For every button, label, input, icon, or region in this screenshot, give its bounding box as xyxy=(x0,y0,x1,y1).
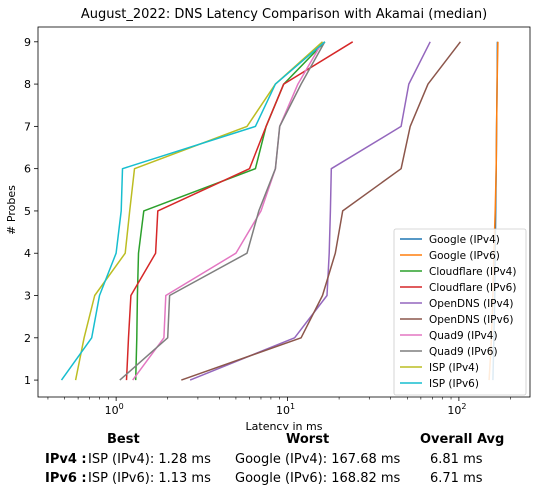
legend-label-8: ISP (IPv4) xyxy=(429,362,479,374)
x-tick-label: 100 xyxy=(105,402,124,417)
y-tick-label: 2 xyxy=(24,332,31,345)
y-axis-label: # Probes xyxy=(5,185,18,235)
legend-label-3: Cloudflare (IPv6) xyxy=(429,282,516,294)
legend-label-4: OpenDNS (IPv4) xyxy=(429,298,514,310)
plot-frame xyxy=(37,26,531,398)
y-tick-label: 5 xyxy=(24,205,31,218)
ipv4-best: ISP (IPv4): 1.28 ms xyxy=(88,452,211,467)
legend-label-0: Google (IPv4) xyxy=(429,234,500,246)
legend-label-7: Quad9 (IPv6) xyxy=(429,346,498,358)
ipv6-best: ISP (IPv6): 1.13 ms xyxy=(88,471,211,486)
chart-title: August_2022: DNS Latency Comparison with… xyxy=(81,7,487,22)
legend-box xyxy=(393,228,527,396)
plot-area: 1 2 3 4 5 6 7 8 9 100 101 102 xyxy=(24,26,531,417)
legend-label-5: OpenDNS (IPv6) xyxy=(429,314,514,326)
x-tick-label: 102 xyxy=(447,402,466,417)
legend-label-9: ISP (IPv6) xyxy=(429,378,479,390)
y-tick-label: 6 xyxy=(24,163,31,176)
x-tick-label: 101 xyxy=(276,402,295,417)
y-tick-label: 7 xyxy=(24,120,31,133)
legend-label-1: Google (IPv6) xyxy=(429,250,500,262)
worst-header: Worst xyxy=(286,432,330,447)
y-tick-label: 1 xyxy=(24,374,31,387)
dns-latency-chart: August_2022: DNS Latency Comparison with… xyxy=(5,7,531,430)
ipv4-row-label: IPv4 : xyxy=(45,452,87,467)
best-header: Best xyxy=(107,432,140,447)
y-tick-label: 3 xyxy=(24,290,31,303)
series-line-9 xyxy=(60,41,326,381)
series-line-5 xyxy=(181,41,461,381)
series-line-6 xyxy=(132,41,324,381)
ipv6-worst: Google (IPv6): 168.82 ms xyxy=(235,471,401,486)
ipv6-overall-avg: 6.71 ms xyxy=(430,471,483,486)
ipv6-row-label: IPv6 : xyxy=(45,471,87,486)
ipv4-overall-avg: 6.81 ms xyxy=(430,452,483,467)
ipv4-worst: Google (IPv4): 167.68 ms xyxy=(235,452,401,467)
series-line-4 xyxy=(189,41,431,381)
legend: Google (IPv4) Google (IPv6) Cloudflare (IP… xyxy=(393,228,527,396)
overall-avg-header: Overall Avg xyxy=(420,432,505,447)
y-tick-label: 4 xyxy=(24,247,31,260)
legend-label-2: Cloudflare (IPv4) xyxy=(429,266,516,278)
series-line-8 xyxy=(74,41,324,381)
series-line-7 xyxy=(119,41,326,381)
summary-table: Best Worst Overall Avg IPv4 : ISP (IPv4)… xyxy=(0,428,541,496)
y-tick-label: 8 xyxy=(24,78,31,91)
legend-label-6: Quad9 (IPv4) xyxy=(429,330,498,342)
x-axis-label: Latency in ms xyxy=(246,420,323,430)
series-line-3 xyxy=(125,41,354,381)
y-tick-label: 9 xyxy=(24,36,31,49)
